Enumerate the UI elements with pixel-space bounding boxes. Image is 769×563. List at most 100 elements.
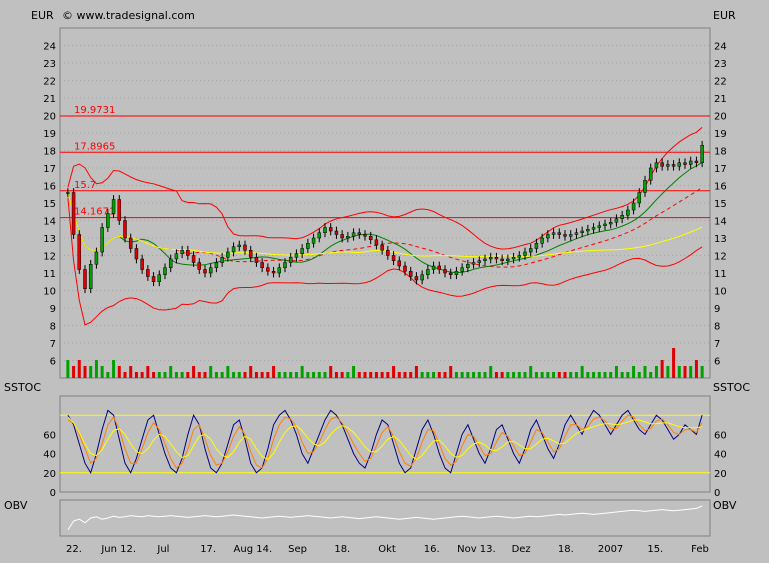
price-y-tick-left: 15: [43, 199, 56, 210]
volume-bar: [334, 372, 338, 378]
volume-bar: [163, 372, 167, 378]
price-y-tick-left: 9: [50, 304, 56, 315]
volume-bar: [112, 360, 116, 378]
candle-body: [357, 232, 362, 235]
volume-bar: [169, 366, 173, 378]
candle-body: [540, 237, 544, 244]
left-unit-label: EUR: [31, 9, 54, 22]
candle-body: [471, 262, 476, 265]
volume-bar: [534, 372, 538, 378]
candle-body: [100, 227, 104, 253]
volume-bar: [186, 372, 190, 378]
candle-body: [231, 246, 236, 253]
candle-body: [574, 232, 579, 235]
candle-body: [666, 164, 670, 167]
volume-bar: [352, 366, 356, 378]
price-y-tick-right: 17: [714, 164, 727, 175]
candle-body: [77, 234, 82, 270]
price-y-tick-right: 24: [714, 42, 727, 53]
candle-body: [71, 192, 76, 235]
volume-bar: [500, 372, 504, 378]
candle-body: [654, 162, 659, 169]
price-y-tick-left: 6: [50, 357, 56, 368]
price-y-tick-left: 18: [43, 147, 56, 158]
volume-bar: [214, 372, 218, 378]
candle-body: [214, 262, 219, 268]
candle-body: [700, 145, 704, 163]
candle-body: [431, 265, 436, 270]
volume-bar: [346, 372, 350, 378]
candle-body: [694, 160, 699, 163]
volume-bar: [614, 366, 618, 378]
volume-bar: [152, 372, 156, 378]
volume-bar: [654, 366, 658, 378]
volume-bar: [460, 372, 464, 378]
candle-body: [340, 234, 344, 239]
volume-bar: [643, 366, 647, 378]
candle-body: [460, 267, 464, 272]
volume-bar: [89, 366, 93, 378]
volume-bar: [100, 366, 104, 378]
volume-bar: [574, 372, 578, 378]
candle-body: [660, 162, 664, 167]
volume-bar: [317, 372, 321, 378]
candle-body: [174, 253, 179, 260]
volume-bar: [77, 360, 81, 378]
level-label: 15.7: [74, 180, 96, 191]
candle-body: [323, 227, 327, 233]
candle-body: [677, 162, 682, 167]
candle-body: [283, 262, 287, 268]
volume-bar: [220, 372, 224, 378]
candle-body: [683, 162, 687, 165]
volume-bar: [117, 366, 121, 378]
volume-bar: [192, 366, 196, 378]
volume-bar: [420, 372, 424, 378]
volume-bar: [232, 372, 236, 378]
price-y-tick-left: 24: [43, 42, 56, 53]
candle-body: [557, 232, 562, 235]
x-tick-label: 2007: [598, 544, 623, 555]
volume-bar: [512, 372, 516, 378]
x-tick-label: 17.: [200, 544, 216, 555]
volume-bar: [603, 372, 607, 378]
candle-body: [534, 243, 539, 249]
candle-body: [226, 251, 230, 258]
candle-body: [408, 271, 413, 277]
price-y-tick-left: 16: [43, 182, 56, 193]
candle-body: [300, 248, 304, 254]
x-tick-label: 18.: [558, 544, 574, 555]
volume-bar: [323, 372, 327, 378]
volume-bar: [552, 372, 556, 378]
volume-bar: [277, 372, 281, 378]
candle-body: [528, 248, 533, 253]
sstoc-y-tick-right: 0: [714, 488, 720, 499]
volume-bar: [700, 366, 704, 378]
volume-bar: [260, 372, 264, 378]
price-y-tick-left: 13: [43, 234, 56, 245]
volume-bar: [249, 366, 253, 378]
volume-bar: [340, 372, 344, 378]
volume-bar: [477, 372, 481, 378]
candle-body: [546, 234, 550, 239]
candle-body: [614, 218, 619, 223]
candle-body: [351, 232, 356, 237]
volume-bar: [134, 372, 138, 378]
obv-label-left: OBV: [4, 499, 28, 512]
candle-body: [111, 199, 116, 214]
volume-bar: [414, 366, 418, 378]
price-y-tick-left: 21: [43, 94, 56, 105]
candle-body: [328, 227, 333, 232]
price-y-tick-right: 20: [714, 112, 727, 123]
volume-bar: [523, 372, 527, 378]
candle-body: [157, 274, 162, 282]
volume-bar: [289, 372, 293, 378]
candle-body: [414, 276, 419, 281]
volume-bar: [300, 366, 304, 378]
price-y-tick-right: 18: [714, 147, 727, 158]
price-y-tick-left: 14: [43, 217, 56, 228]
candle-body: [277, 267, 282, 274]
price-grid: [60, 45, 710, 361]
volume-bar: [66, 360, 70, 378]
volume-bar: [197, 372, 201, 378]
sstoc-series-line: [67, 414, 703, 469]
